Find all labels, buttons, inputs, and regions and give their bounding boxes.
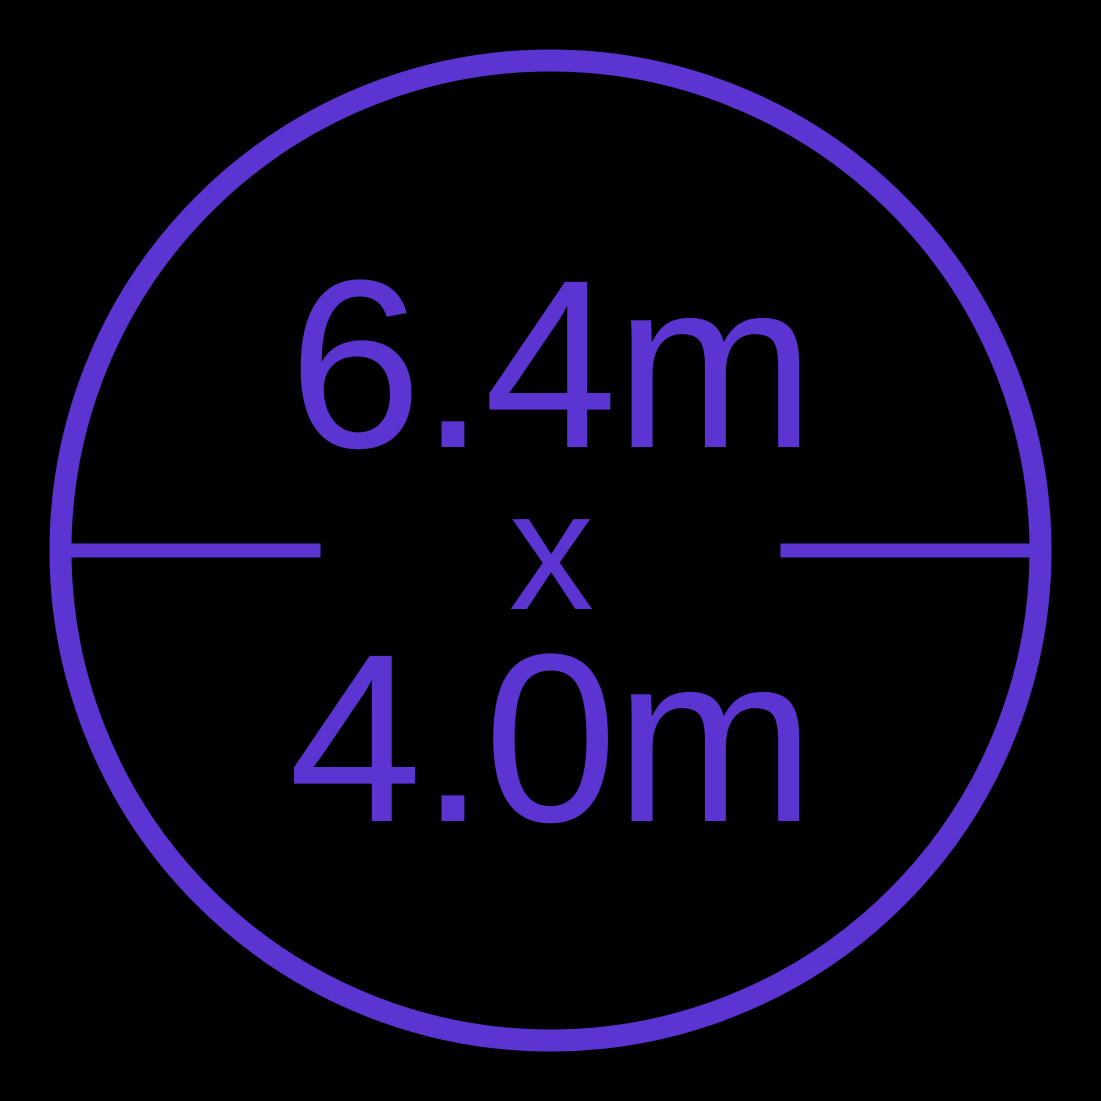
dimensions-badge: 6.4m x 4.0m <box>0 0 1101 1101</box>
width-dimension: 6.4m <box>289 244 813 484</box>
badge-text-layer: 6.4m x 4.0m <box>0 0 1101 1101</box>
height-dimension: 4.0m <box>289 618 813 858</box>
